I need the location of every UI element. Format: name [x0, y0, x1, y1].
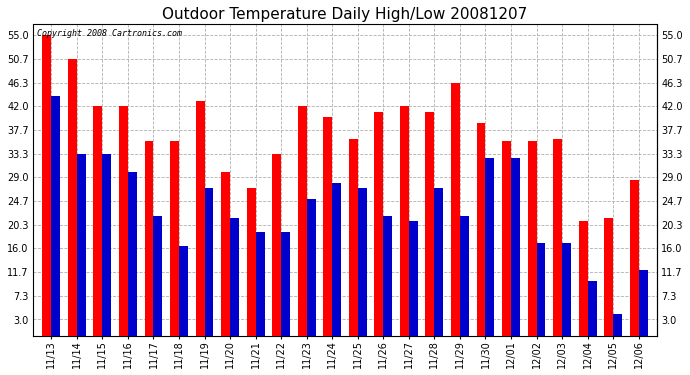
Bar	[204, 188, 213, 336]
Bar	[68, 59, 77, 336]
Bar	[77, 154, 86, 336]
Bar	[358, 188, 366, 336]
Bar	[144, 141, 153, 336]
Bar	[511, 158, 520, 336]
Bar	[349, 139, 358, 336]
Bar	[324, 117, 332, 336]
Bar	[477, 123, 486, 336]
Bar	[255, 232, 264, 336]
Bar	[230, 218, 239, 336]
Bar	[400, 106, 409, 336]
Bar	[93, 106, 102, 336]
Bar	[247, 188, 255, 336]
Bar	[384, 216, 392, 336]
Bar	[460, 216, 469, 336]
Bar	[613, 314, 622, 336]
Bar	[102, 154, 111, 336]
Bar	[298, 106, 306, 336]
Bar	[630, 180, 639, 336]
Bar	[332, 183, 341, 336]
Bar	[562, 243, 571, 336]
Bar	[528, 141, 537, 336]
Bar	[579, 221, 588, 336]
Bar	[486, 158, 495, 336]
Bar	[42, 35, 51, 336]
Text: Copyright 2008 Cartronics.com: Copyright 2008 Cartronics.com	[37, 29, 181, 38]
Bar	[221, 172, 230, 336]
Bar	[51, 96, 60, 336]
Bar	[451, 83, 460, 336]
Bar	[273, 154, 281, 336]
Bar	[502, 141, 511, 336]
Bar	[119, 106, 128, 336]
Bar	[306, 200, 315, 336]
Bar	[588, 281, 597, 336]
Bar	[170, 141, 179, 336]
Bar	[195, 101, 204, 336]
Bar	[409, 221, 417, 336]
Bar	[128, 172, 137, 336]
Bar	[435, 188, 443, 336]
Bar	[179, 246, 188, 336]
Bar	[153, 216, 162, 336]
Bar	[639, 270, 648, 336]
Bar	[426, 112, 435, 336]
Bar	[604, 218, 613, 336]
Bar	[537, 243, 546, 336]
Bar	[553, 139, 562, 336]
Bar	[281, 232, 290, 336]
Bar	[375, 112, 384, 336]
Title: Outdoor Temperature Daily High/Low 20081207: Outdoor Temperature Daily High/Low 20081…	[162, 7, 528, 22]
